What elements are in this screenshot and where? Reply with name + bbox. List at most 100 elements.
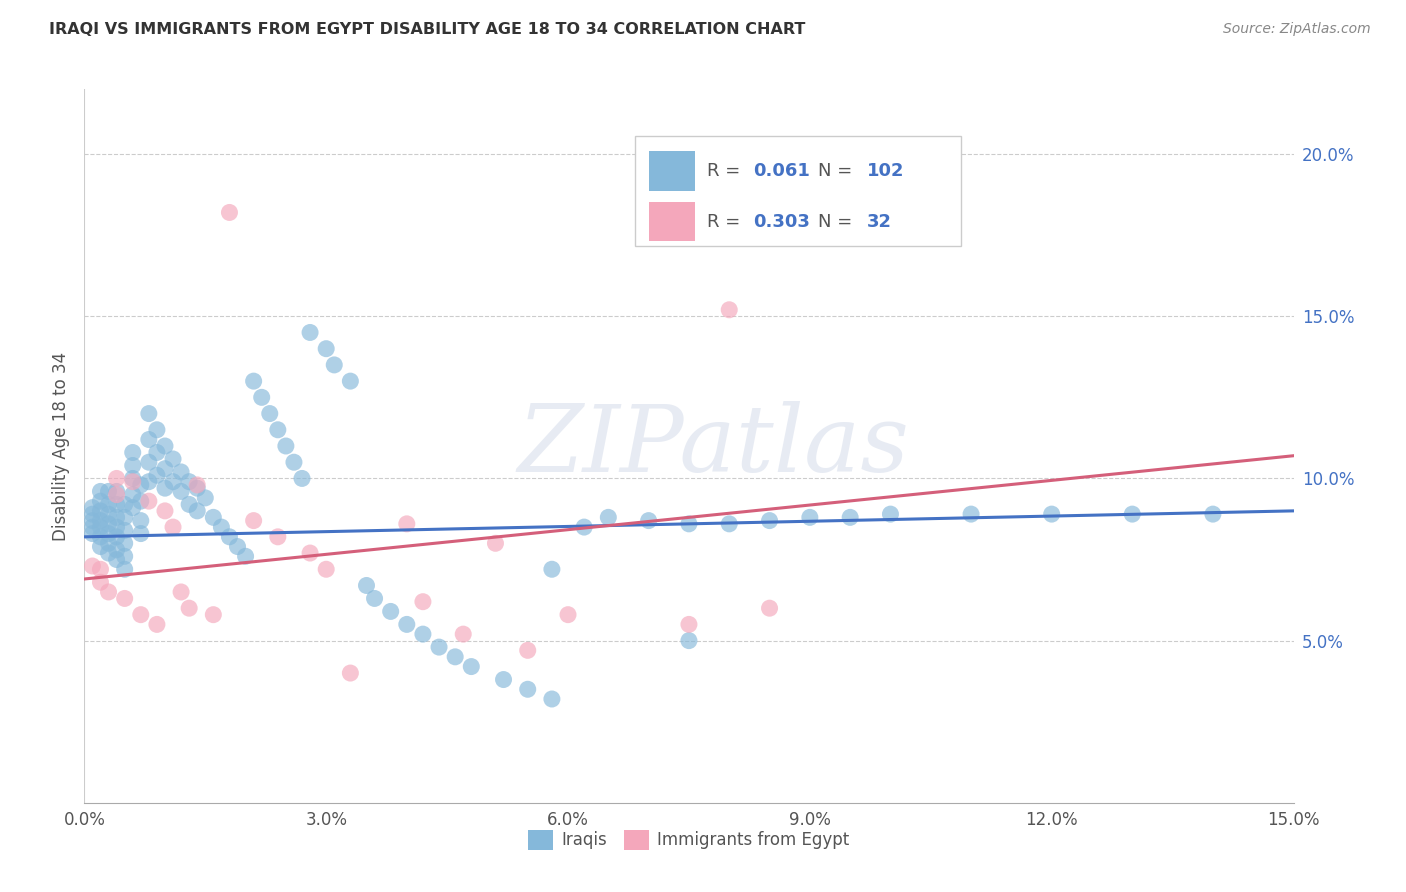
Point [89,530,111,544]
Point [146,423,169,437]
Point [105,542,128,557]
Point [121,475,143,489]
Point [678,633,700,648]
Point [89,494,111,508]
Point [153,439,176,453]
Point [516,682,538,697]
Point [114,524,136,538]
Point [879,507,901,521]
Point [758,514,780,528]
Point [121,500,143,515]
Point [299,546,322,560]
Point [202,510,225,524]
Point [129,514,152,528]
Point [179,475,201,489]
Point [194,491,217,505]
Point [162,520,184,534]
Point [162,452,184,467]
Point [637,514,659,528]
Point [572,520,595,534]
Point [339,666,361,681]
Point [97,516,120,531]
Point [89,540,111,554]
Point [82,559,104,574]
Point [114,497,136,511]
Point [356,578,378,592]
Point [267,530,290,544]
Point [541,692,564,706]
Point [339,374,361,388]
Point [138,475,160,489]
Point [105,484,128,499]
Point [82,520,104,534]
Point [105,552,128,566]
Point [412,627,434,641]
Point [97,546,120,560]
Point [97,585,120,599]
Point [114,510,136,524]
Point [516,643,538,657]
Point [129,494,152,508]
Point [839,510,862,524]
Point [162,475,184,489]
Y-axis label: Disability Age 18 to 34: Disability Age 18 to 34 [52,351,70,541]
Point [315,342,337,356]
Point [323,358,346,372]
Point [146,617,169,632]
Point [153,461,176,475]
Point [484,536,506,550]
Text: 102: 102 [866,162,904,180]
Point [89,484,111,499]
Point [121,471,143,485]
Point [129,478,152,492]
Point [557,607,579,622]
Point [89,562,111,576]
Point [97,484,120,499]
Point [105,510,128,524]
Text: ZIPatlas: ZIPatlas [517,401,910,491]
Point [153,504,176,518]
Point [242,374,264,388]
Point [179,601,201,615]
Point [97,526,120,541]
Text: R =: R = [707,162,747,180]
FancyBboxPatch shape [650,152,695,191]
Text: IRAQI VS IMMIGRANTS FROM EGYPT DISABILITY AGE 18 TO 34 CORRELATION CHART: IRAQI VS IMMIGRANTS FROM EGYPT DISABILIT… [49,22,806,37]
Point [170,465,193,479]
Point [678,516,700,531]
Point [412,595,434,609]
Point [960,507,983,521]
Point [153,481,176,495]
Point [209,520,232,534]
Point [395,617,418,632]
Point [1202,507,1225,521]
Point [129,526,152,541]
Point [170,484,193,499]
Point [202,607,225,622]
Point [114,536,136,550]
Point [218,205,240,219]
Point [799,510,821,524]
Text: R =: R = [707,213,747,231]
Point [541,562,564,576]
Point [105,471,128,485]
Point [315,562,337,576]
Point [218,530,240,544]
Point [97,497,120,511]
Point [138,433,160,447]
Point [121,458,143,473]
Point [105,530,128,544]
Point [380,604,402,618]
Point [460,659,482,673]
Point [114,591,136,606]
Point [89,520,111,534]
Point [82,514,104,528]
Point [146,445,169,459]
FancyBboxPatch shape [634,136,962,246]
Point [138,494,160,508]
Point [283,455,305,469]
Text: 32: 32 [866,213,891,231]
Text: N =: N = [818,162,858,180]
Point [105,520,128,534]
Point [718,302,741,317]
